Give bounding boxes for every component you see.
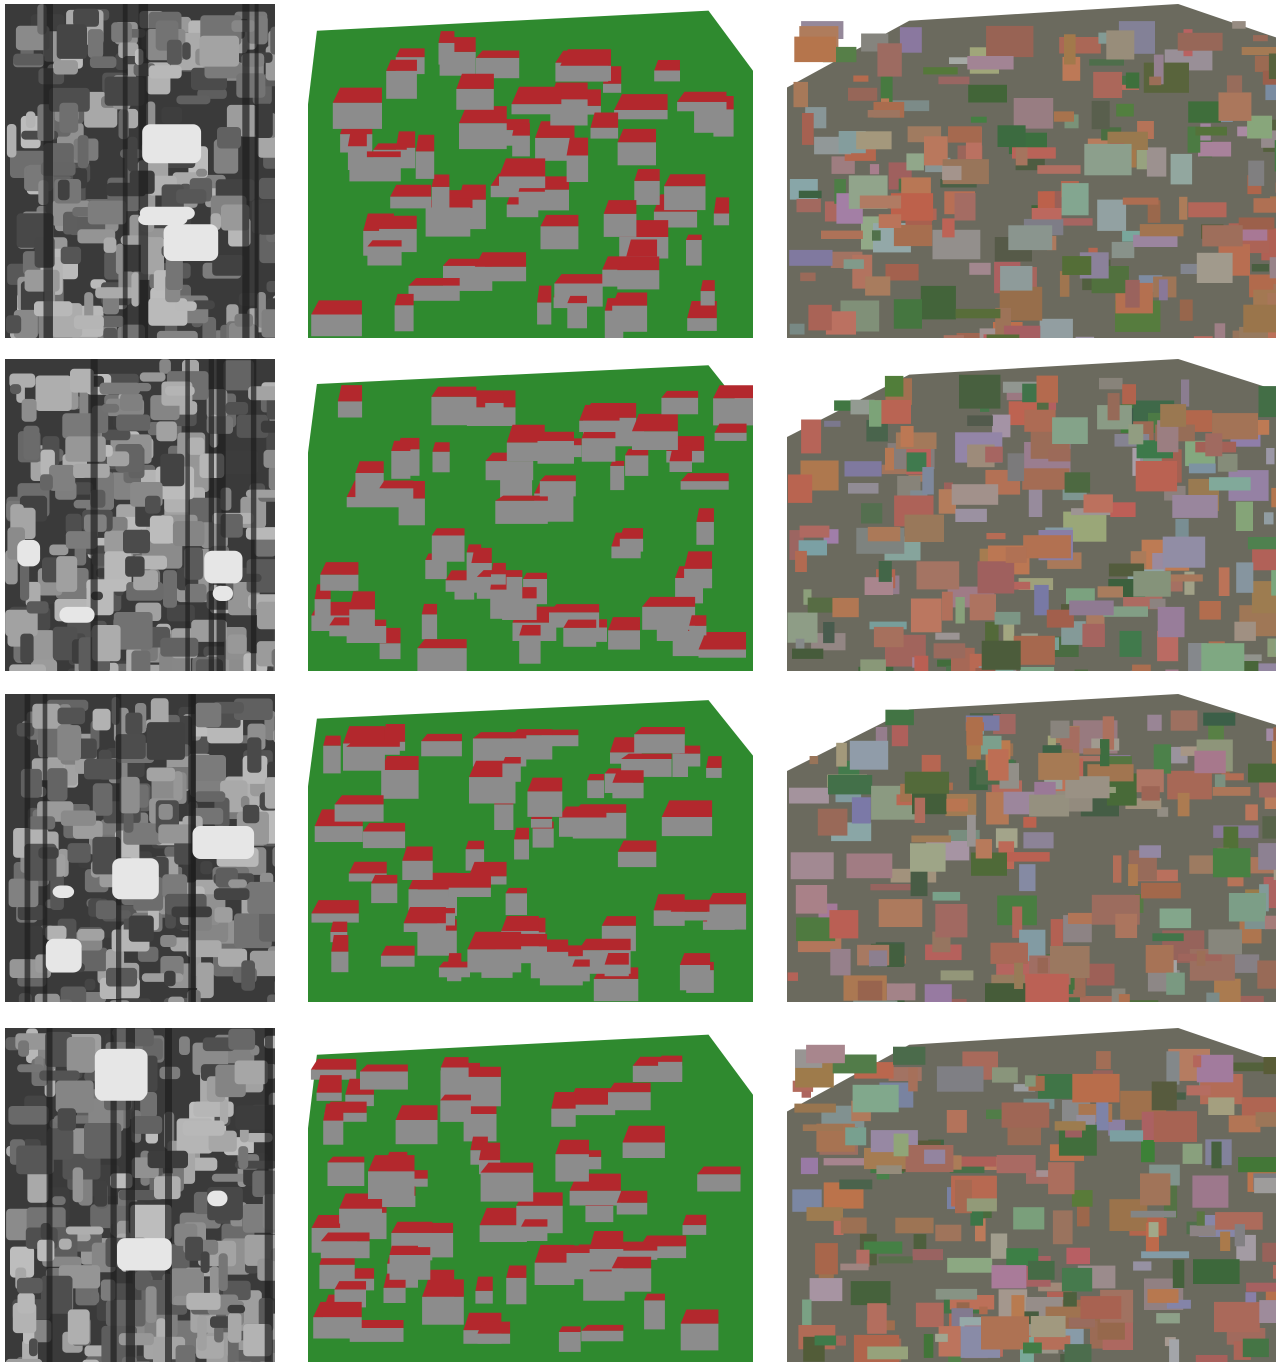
3d-model-panel-row-4 — [308, 1028, 753, 1362]
3d-model-panel-row-2 — [308, 359, 753, 671]
elevation-map-panel-row-2 — [5, 359, 275, 671]
3d-model-image — [308, 365, 753, 671]
textured-mesh-panel-row-2 — [787, 359, 1276, 671]
textured-mesh-panel-row-1 — [787, 4, 1276, 338]
3d-model-panel-row-1 — [308, 4, 753, 338]
elevation-map-image — [5, 359, 275, 671]
3d-model-image — [308, 10, 753, 338]
elevation-map-image — [5, 1028, 275, 1362]
textured-mesh-panel-row-4 — [787, 1028, 1276, 1362]
elevation-map-panel-row-4 — [5, 1028, 275, 1362]
elevation-map-panel-row-1 — [5, 4, 275, 338]
textured-mesh-image — [787, 694, 1276, 1002]
3d-model-image — [308, 700, 753, 1002]
elevation-map-image — [5, 694, 275, 1002]
textured-mesh-image — [787, 359, 1276, 671]
textured-mesh-image — [787, 4, 1276, 338]
textured-mesh-image — [787, 1028, 1276, 1362]
3d-model-panel-row-3 — [308, 694, 753, 1002]
elevation-map-panel-row-3 — [5, 694, 275, 1002]
elevation-map-image — [5, 4, 275, 338]
3d-model-image — [308, 1034, 753, 1362]
textured-mesh-panel-row-3 — [787, 694, 1276, 1002]
